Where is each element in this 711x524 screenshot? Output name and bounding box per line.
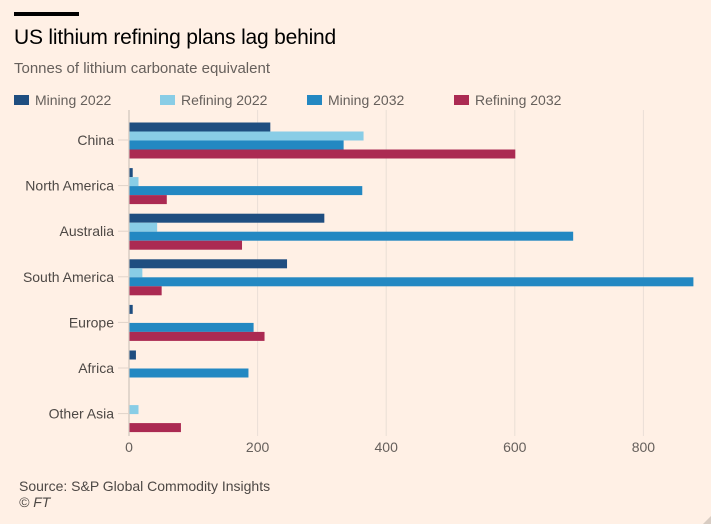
x-tick-label: 400 <box>375 439 399 455</box>
bar-mining-2032-north-america <box>129 186 363 196</box>
bar-refining-2022-other-asia <box>129 405 139 415</box>
category-label-australia: Australia <box>60 223 115 239</box>
bar-refining-2022-south-america <box>129 268 143 278</box>
bar-refining-2032-south-america <box>129 286 162 296</box>
credit-note: © FT <box>19 494 51 510</box>
bar-refining-2032-australia <box>129 240 243 250</box>
legend-swatch <box>14 95 29 105</box>
legend-label: Mining 2022 <box>35 92 112 108</box>
header-rule <box>14 12 79 16</box>
resize-grip[interactable] <box>703 516 711 524</box>
legend-swatch <box>160 95 175 105</box>
legend-item-mining-2022: Mining 2022 <box>14 92 160 108</box>
legend-label: Mining 2032 <box>328 92 405 108</box>
category-labels: China North America Australia South America… <box>23 132 129 422</box>
x-axis-ticks: 0 200 400 600 800 <box>125 439 655 455</box>
x-tick-label: 800 <box>632 439 656 455</box>
chart-subtitle: Tonnes of lithium carbonate equivalent <box>14 60 270 77</box>
legend-label: Refining 2032 <box>475 92 562 108</box>
legend-item-refining-2022: Refining 2022 <box>160 92 307 108</box>
bar-mining-2022-south-america <box>129 259 288 269</box>
chart-title: US lithium refining plans lag behind <box>14 26 336 49</box>
bar-refining-2032-other-asia <box>129 423 181 433</box>
x-tick-label: 0 <box>125 439 133 455</box>
bar-mining-2022-north-america <box>129 168 133 178</box>
x-tick-label: 600 <box>503 439 527 455</box>
bar-mining-2022-africa <box>129 350 136 360</box>
bar-refining-2022-australia <box>129 222 158 232</box>
category-label-south-america: South America <box>23 269 114 285</box>
bar-refining-2032-north-america <box>129 195 167 205</box>
bar-chart: China North America Australia South America… <box>23 110 694 455</box>
bar-mining-2022-europe <box>129 304 133 314</box>
legend-swatch <box>307 95 322 105</box>
category-label-north-america: North America <box>25 178 114 194</box>
legend-swatch <box>454 95 469 105</box>
legend-label: Refining 2022 <box>181 92 268 108</box>
bar-refining-2032-china <box>129 149 516 159</box>
bars <box>129 122 694 433</box>
bar-mining-2032-europe <box>129 322 254 332</box>
legend-item-refining-2032: Refining 2032 <box>454 92 561 108</box>
bar-mining-2032-china <box>129 140 344 150</box>
bar-refining-2032-europe <box>129 331 265 341</box>
category-label-europe: Europe <box>69 314 114 330</box>
bar-mining-2032-africa <box>129 368 249 378</box>
gridlines <box>128 110 644 436</box>
category-label-africa: Africa <box>78 360 114 376</box>
x-tick-label: 200 <box>246 439 270 455</box>
bar-mining-2032-australia <box>129 231 574 241</box>
category-label-china: China <box>77 132 114 148</box>
legend-item-mining-2032: Mining 2032 <box>307 92 454 108</box>
bar-refining-2022-north-america <box>129 177 139 187</box>
bar-mining-2022-china <box>129 122 271 132</box>
bar-refining-2022-china <box>129 131 364 141</box>
bar-mining-2032-south-america <box>129 277 694 287</box>
category-label-other-asia: Other Asia <box>49 406 115 422</box>
bar-mining-2022-australia <box>129 213 325 223</box>
source-note: Source: S&P Global Commodity Insights <box>19 478 271 494</box>
legend: Mining 2022 Refining 2022 Mining 2032 Re… <box>14 92 561 108</box>
